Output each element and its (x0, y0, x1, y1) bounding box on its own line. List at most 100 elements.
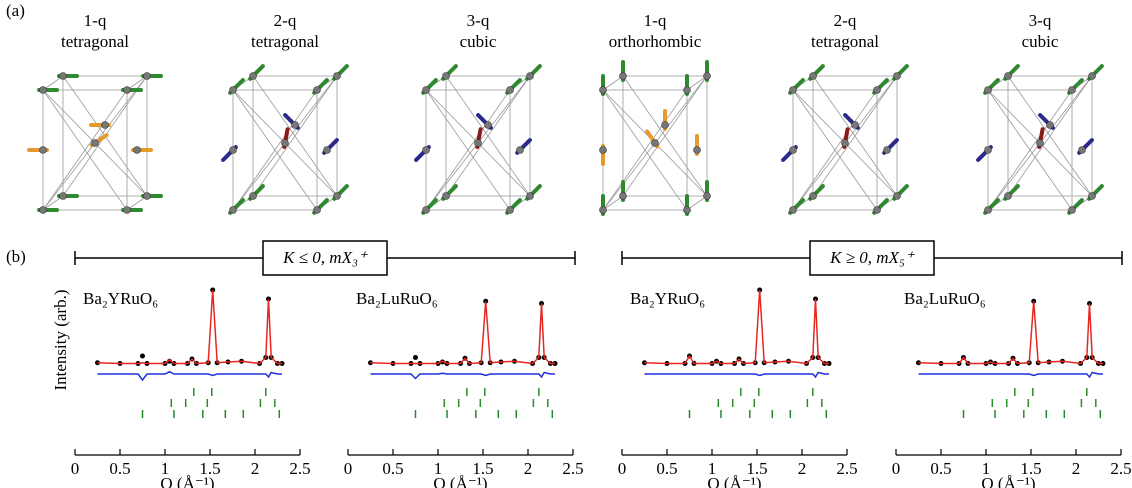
atom (1088, 72, 1096, 80)
atom (873, 206, 881, 214)
series-line (97, 289, 282, 365)
series-line (370, 301, 555, 365)
x-tick-label: 2.5 (1110, 459, 1131, 478)
atom (619, 72, 627, 80)
atom (91, 139, 99, 147)
atom (599, 206, 607, 214)
atom (619, 192, 627, 200)
atom (984, 206, 992, 214)
atom (133, 146, 141, 154)
cube-edge (602, 75, 624, 91)
atom (683, 206, 691, 214)
x-tick-label: 0 (618, 459, 627, 478)
structure-symmetry: cubic (460, 32, 497, 51)
cube-edge (1007, 75, 1093, 197)
cube-edge (812, 75, 898, 197)
sample-label: Ba₂YRuO₆ (83, 289, 158, 308)
bracket-box (809, 240, 935, 276)
sample-label: Ba₂YRuO₆ (630, 289, 705, 308)
atom (516, 146, 524, 154)
x-tick-label: 2 (524, 459, 533, 478)
atom (442, 192, 450, 200)
atom (59, 192, 67, 200)
atom (323, 146, 331, 154)
cube-edge (792, 89, 878, 211)
series-line (918, 301, 1103, 365)
x-axis-label: Q (Å⁻¹) (433, 474, 487, 488)
x-tick-label: 0.5 (109, 459, 130, 478)
x-tick-label: 1.5 (472, 459, 493, 478)
x-tick-label: 2 (1072, 459, 1081, 478)
atom (59, 72, 67, 80)
atom (229, 86, 237, 94)
x-tick-label: 1 (708, 459, 717, 478)
atom (1068, 86, 1076, 94)
x-tick-label: 1 (982, 459, 991, 478)
structure-symmetry: tetragonal (251, 32, 319, 51)
atom (291, 121, 299, 129)
atom (313, 86, 321, 94)
series-line (644, 371, 829, 379)
structure-order: 2-q (274, 11, 297, 30)
x-tick-label: 0.5 (656, 459, 677, 478)
x-axis-label: Q (Å⁻¹) (160, 474, 214, 488)
atom (703, 72, 711, 80)
y-axis-label: Intensity (arb.) (51, 289, 70, 390)
atom (1088, 192, 1096, 200)
cube-edge (42, 195, 64, 211)
structure-order: 2-q (834, 11, 857, 30)
cube-edge (42, 75, 64, 91)
x-tick-label: 2.5 (562, 459, 583, 478)
atom (599, 146, 607, 154)
structure-order: 1-q (84, 11, 107, 30)
atom (1046, 121, 1054, 129)
cube-edge (232, 89, 318, 211)
atom (841, 139, 849, 147)
cube-edge (252, 75, 338, 197)
x-tick-label: 2.5 (289, 459, 310, 478)
structure-symmetry: tetragonal (811, 32, 879, 51)
atom (789, 146, 797, 154)
x-tick-label: 1 (161, 459, 170, 478)
atom (506, 86, 514, 94)
x-tick-label: 0 (892, 459, 901, 478)
structure-order: 3-q (467, 11, 490, 30)
atom (422, 206, 430, 214)
atom (484, 121, 492, 129)
cube-edge (622, 75, 708, 197)
x-tick-label: 0.5 (382, 459, 403, 478)
atom (1078, 146, 1086, 154)
atom (101, 121, 109, 129)
atom (651, 139, 659, 147)
x-axis-label: Q (Å⁻¹) (981, 474, 1035, 488)
atom (123, 86, 131, 94)
atom (313, 206, 321, 214)
x-tick-label: 0 (71, 459, 80, 478)
atom (883, 146, 891, 154)
atom (39, 146, 47, 154)
atom (809, 72, 817, 80)
atom (1004, 192, 1012, 200)
cube-edge (686, 195, 708, 211)
sample-label: Ba₂LuRuO₆ (904, 289, 986, 308)
atom (984, 86, 992, 94)
atom (229, 206, 237, 214)
atom (526, 72, 534, 80)
atom (143, 72, 151, 80)
atom (1004, 72, 1012, 80)
atom (281, 139, 289, 147)
cube-edge (126, 75, 148, 91)
cube-edge (42, 89, 128, 211)
atom (422, 86, 430, 94)
atom (789, 86, 797, 94)
atom (683, 86, 691, 94)
series-line (918, 371, 1103, 379)
atom (333, 192, 341, 200)
bracket-box (262, 240, 388, 276)
atom (143, 192, 151, 200)
atom (249, 72, 257, 80)
data-point (140, 353, 145, 359)
atom (526, 192, 534, 200)
x-tick-label: 2 (251, 459, 260, 478)
